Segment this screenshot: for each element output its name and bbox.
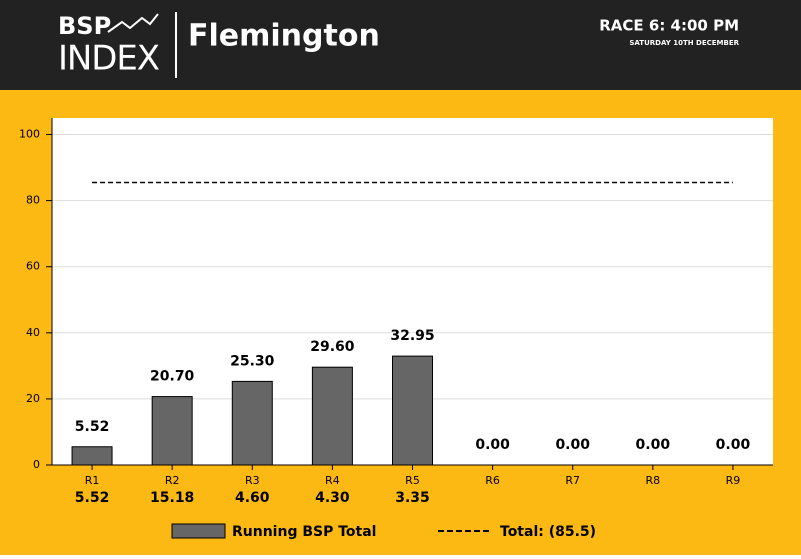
legend-total-label: Total: (85.5)	[500, 524, 596, 540]
bar	[231, 380, 273, 466]
x-tick-label: R7	[565, 474, 580, 487]
header-bar	[0, 0, 801, 90]
race-bsp: 5.52	[75, 490, 110, 506]
bar	[151, 396, 193, 466]
race-bsp: 4.60	[235, 490, 270, 506]
value-label: 5.52	[75, 419, 110, 435]
value-label: 0.00	[636, 437, 671, 453]
y-tick-label: 100	[19, 128, 40, 141]
logo-top: BSP	[58, 12, 111, 40]
legend-label: Running BSP Total	[232, 524, 376, 540]
race-bsp: 4.30	[315, 490, 350, 506]
value-label: 0.00	[475, 437, 510, 453]
race-date: SATURDAY 10TH DECEMBER	[629, 39, 739, 47]
value-label: 20.70	[150, 369, 195, 385]
value-label: 32.95	[390, 328, 434, 344]
logo-icon	[107, 13, 159, 33]
bar	[71, 446, 113, 466]
x-tick-label: R3	[245, 474, 260, 487]
y-tick-label: 0	[33, 458, 40, 471]
value-label: 25.30	[230, 353, 275, 369]
race-bsp: 15.18	[150, 490, 194, 506]
venue: Flemington	[188, 19, 380, 54]
y-tick-label: 60	[26, 260, 40, 273]
x-tick-label: R6	[485, 474, 500, 487]
x-tick-label: R2	[165, 474, 180, 487]
bar	[311, 366, 353, 466]
race-bsp: 3.35	[395, 490, 430, 506]
x-tick-label: R5	[405, 474, 420, 487]
x-tick-label: R4	[325, 474, 340, 487]
bar	[392, 355, 433, 466]
x-tick-label: R9	[726, 474, 741, 487]
y-tick-label: 20	[26, 392, 40, 405]
value-label: 0.00	[716, 437, 751, 453]
logo-bottom: INDEX	[58, 39, 160, 79]
x-tick-label: R8	[646, 474, 661, 487]
x-tick-label: R1	[85, 474, 100, 487]
legend-swatch	[171, 523, 226, 539]
y-tick-label: 40	[26, 326, 40, 339]
value-label: 0.00	[555, 437, 590, 453]
value-label: 29.60	[310, 339, 355, 355]
y-tick-label: 80	[26, 194, 40, 207]
race-title: RACE 6: 4:00 PM	[599, 17, 739, 35]
